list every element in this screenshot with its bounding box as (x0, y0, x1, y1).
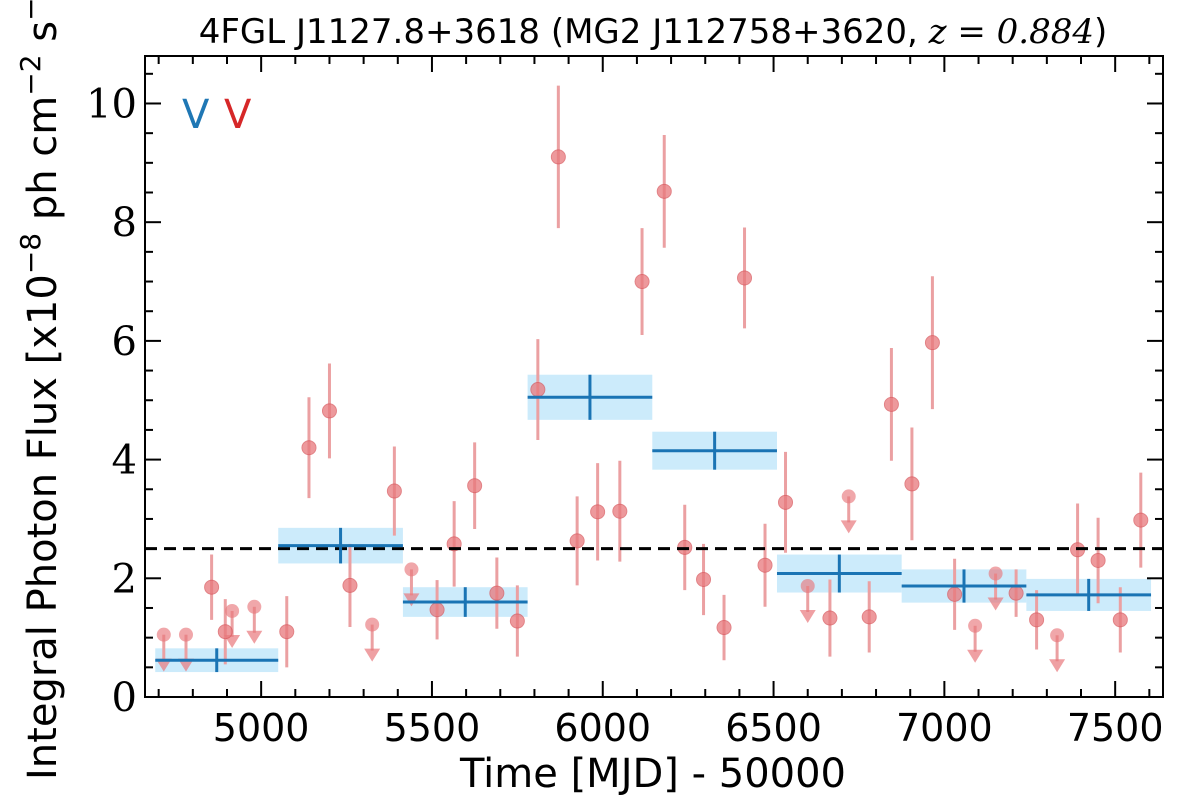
upper-limit-arrow (967, 649, 984, 663)
x-tick-label: 6500 (725, 706, 822, 750)
data-point (217, 624, 233, 640)
y-tick-label: 6 (112, 319, 137, 365)
x-axis-label: Time [MJD] - 50000 (459, 751, 846, 797)
data-point (924, 335, 940, 351)
upper-limit-point (247, 599, 262, 614)
upper-limit-point (1050, 628, 1065, 643)
marker-legend: V V (182, 92, 252, 138)
y-axis-label: Integral Photon Flux [x10−8 ph cm−2 s−1] (14, 0, 66, 780)
data-point (696, 571, 712, 587)
data-point (489, 585, 505, 601)
data-point (204, 579, 220, 595)
upper-limit-arrow (1049, 659, 1066, 673)
data-point (904, 476, 920, 492)
upper-limit-arrow (155, 658, 172, 672)
data-point (778, 494, 794, 510)
upper-limit-point (365, 617, 380, 632)
x-tick-label: 5000 (213, 706, 310, 750)
data-point (861, 609, 877, 625)
y-tick-label: 8 (112, 200, 137, 246)
upper-limit-point (156, 627, 171, 642)
plot-area (145, 85, 1163, 673)
data-point (656, 183, 672, 199)
upper-limit-point (800, 579, 815, 594)
data-point (279, 624, 295, 640)
chart-title: 4FGL J1127.8+3618 (MG2 J112758+3620, z =… (199, 12, 1108, 52)
data-point (1029, 612, 1045, 628)
upper-limit-arrow (840, 520, 857, 534)
data-point (716, 620, 732, 636)
data-point (509, 613, 525, 629)
data-point (947, 586, 963, 602)
upper-limit-point (404, 562, 419, 577)
data-point (1090, 552, 1106, 568)
y-tick-label: 10 (86, 81, 137, 127)
data-point (1112, 612, 1128, 628)
upper-limit-point (841, 489, 856, 504)
data-point (342, 577, 358, 593)
upper-limit-arrow (364, 648, 381, 662)
plot-frame (144, 55, 1164, 698)
data-point (590, 504, 606, 520)
data-point (634, 274, 650, 290)
data-point (1133, 512, 1149, 528)
upper-limit-arrow (246, 630, 263, 644)
x-tick-label: 6000 (554, 706, 651, 750)
upper-limit-point (178, 627, 193, 642)
upper-limit-arrow (987, 597, 1004, 611)
data-point (386, 483, 402, 499)
axes: 5000 5500 6000 6500 7000 7500 0 2 4 6 8 10 (86, 55, 1164, 750)
data-point (757, 557, 773, 573)
upper-limit-point (988, 566, 1003, 581)
data-point (737, 270, 753, 286)
marker-v-blue: V (182, 92, 210, 138)
upper-limit-arrow (799, 610, 816, 624)
x-tick-label: 7500 (1067, 706, 1164, 750)
data-point (429, 602, 445, 618)
marker-v-red: V (224, 92, 252, 138)
data-point (301, 440, 317, 456)
data-point (822, 610, 838, 626)
data-point (530, 382, 546, 398)
upper-limit-point (968, 618, 983, 633)
data-point (612, 503, 628, 519)
upper-limit-arrow (177, 658, 194, 672)
data-point (569, 533, 585, 549)
y-tick-label: 4 (112, 438, 137, 484)
data-point (1008, 585, 1024, 601)
data-point (321, 403, 337, 419)
upper-limit-arrow (403, 593, 420, 607)
upper-limit-point (225, 603, 240, 618)
data-point (883, 396, 899, 412)
x-tick-label: 5500 (384, 706, 481, 750)
data-point (550, 149, 566, 165)
data-point (467, 478, 483, 494)
y-tick-label: 0 (112, 675, 137, 721)
y-tick-label: 2 (112, 556, 137, 602)
x-tick-label: 7000 (896, 706, 993, 750)
